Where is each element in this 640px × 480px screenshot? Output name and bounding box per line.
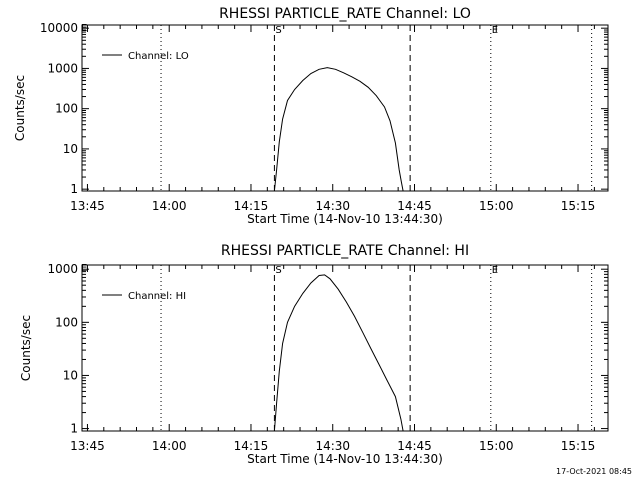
x-tick-label: 15:15 <box>561 439 596 453</box>
y-tick-label: 1000 <box>47 262 78 276</box>
x-tick-label: 14:00 <box>152 199 187 213</box>
x-axis-label: Start Time (14-Nov-10 13:44:30) <box>247 212 443 226</box>
x-tick-label: 14:45 <box>397 199 432 213</box>
chart-title: RHESSI PARTICLE_RATE Channel: LO <box>219 6 471 22</box>
y-tick-label: 10000 <box>40 21 78 35</box>
y-axis-label: Counts/sec <box>13 75 27 141</box>
y-tick-label: 1 <box>70 422 78 436</box>
x-tick-label: 14:00 <box>152 439 187 453</box>
marker-label: S <box>275 265 281 276</box>
y-axis-label: Counts/sec <box>19 315 33 381</box>
marker-label: E <box>492 25 498 36</box>
x-tick-label: 15:00 <box>479 439 514 453</box>
x-tick-label: 15:00 <box>479 199 514 213</box>
x-tick-label: 13:45 <box>70 439 105 453</box>
marker-label: E <box>492 265 498 276</box>
footer-timestamp: 17-Oct-2021 08:45 <box>556 467 632 476</box>
series-line <box>273 67 404 192</box>
x-tick-label: 14:30 <box>315 199 350 213</box>
legend-label: Channel: LO <box>128 51 189 62</box>
y-tick-label: 100 <box>55 315 78 329</box>
x-tick-label: 14:30 <box>315 439 350 453</box>
y-tick-label: 10 <box>63 368 78 382</box>
x-tick-label: 13:45 <box>70 199 105 213</box>
marker-label: S <box>275 25 281 36</box>
legend-label: Channel: HI <box>128 291 186 302</box>
plot-frame <box>81 24 609 192</box>
chart-title: RHESSI PARTICLE_RATE Channel: HI <box>221 243 469 259</box>
chart-panel-hi: RHESSI PARTICLE_RATE Channel: HI S E E 1 10 10… <box>19 243 609 466</box>
series-line <box>273 274 404 432</box>
x-tick-label: 14:15 <box>234 439 269 453</box>
y-tick-label: 10 <box>63 142 78 156</box>
chart-panel-lo: RHESSI PARTICLE_RATE Channel: LOSEE11010… <box>13 6 609 226</box>
plot-frame <box>81 264 609 432</box>
y-tick-label: 1 <box>70 182 78 196</box>
corner-marker-label: E <box>81 263 87 274</box>
y-tick-label: 1000 <box>47 61 78 75</box>
x-axis-label: Start Time (14-Nov-10 13:44:30) <box>247 452 443 466</box>
x-tick-label: 14:15 <box>234 199 269 213</box>
y-tick-label: 100 <box>55 102 78 116</box>
x-tick-label: 14:45 <box>397 439 432 453</box>
x-tick-label: 15:15 <box>561 199 596 213</box>
